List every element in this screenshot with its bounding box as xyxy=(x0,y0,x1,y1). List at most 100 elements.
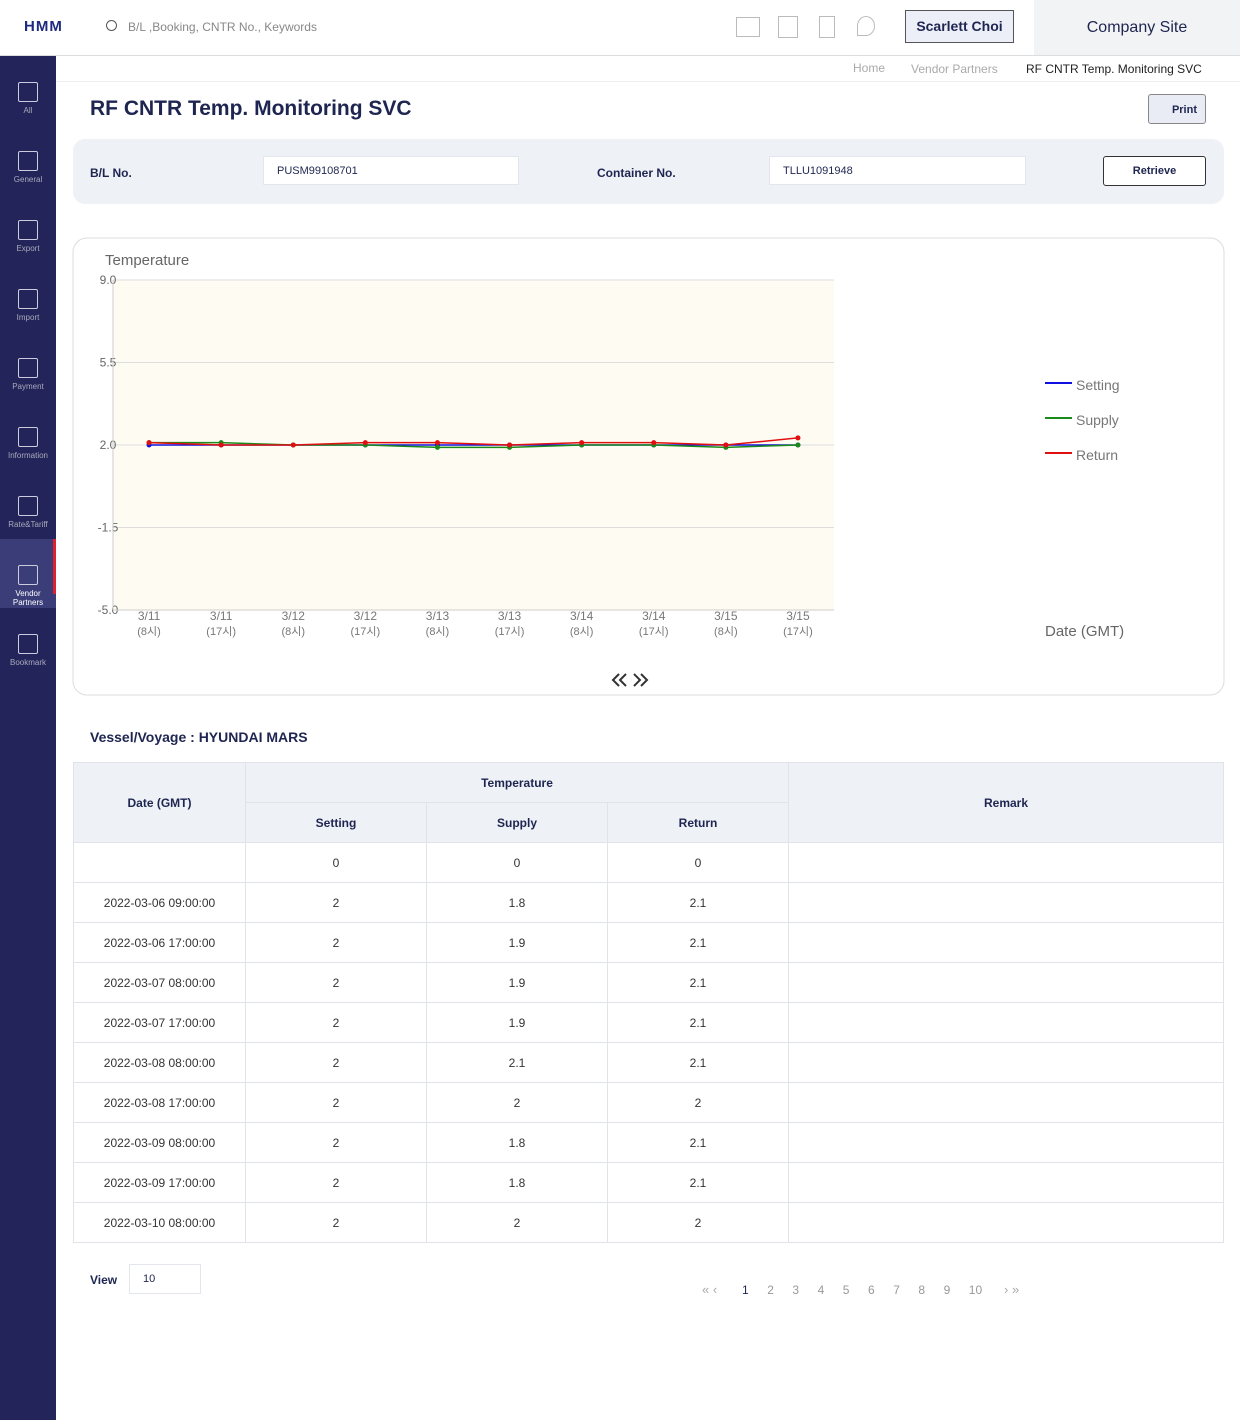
first-prev-icon[interactable]: « ‹ xyxy=(702,1282,718,1297)
table-cell xyxy=(788,1082,1224,1123)
page-number[interactable]: 4 xyxy=(817,1283,825,1297)
label: B/L No. xyxy=(90,166,132,180)
icon[interactable] xyxy=(736,17,760,37)
breadcrumb-item[interactable]: Home xyxy=(853,61,886,75)
nav-item[interactable]: Information xyxy=(0,401,56,470)
x-tick-label: 3/13 xyxy=(426,609,450,623)
data-point xyxy=(579,440,585,446)
next-last-icon[interactable]: › » xyxy=(1004,1282,1020,1297)
x-tick-label: (17시) xyxy=(639,626,669,638)
table-cell: 2 xyxy=(426,1202,608,1243)
x-tick-label: (17시) xyxy=(206,626,236,638)
x-tick-label: 3/14 xyxy=(570,609,594,623)
nav-label: Bookmark xyxy=(9,658,46,667)
table-cell: 2.1 xyxy=(607,962,789,1003)
table-row: 2022-03-08 17:00:00 2 2 2 xyxy=(73,1082,1224,1123)
table-cell: 2.1 xyxy=(426,1042,608,1083)
search-input[interactable]: B/L ,Booking, CNTR No., Keywords xyxy=(128,20,317,34)
nav-item[interactable]: Import xyxy=(0,263,56,332)
nav-item[interactable]: Bookmark xyxy=(0,608,56,677)
column-header: Date (GMT) xyxy=(73,762,246,843)
company-site[interactable]: Company Site xyxy=(1034,0,1240,55)
data-point xyxy=(290,442,296,448)
x-tick-label: (8시) xyxy=(570,626,594,638)
table-cell: 2022-03-08 08:00:00 xyxy=(73,1042,246,1083)
icon[interactable] xyxy=(819,16,835,38)
table-cell: 2 xyxy=(245,922,427,963)
icon[interactable] xyxy=(857,16,875,36)
table-cell: 1.8 xyxy=(426,882,608,923)
column-header: Temperature xyxy=(245,762,789,803)
data-point xyxy=(795,442,801,448)
table-cell: 2 xyxy=(245,962,427,1003)
nav-label: Vendor Partners xyxy=(12,589,44,607)
icon[interactable] xyxy=(778,16,798,38)
breadcrumb-item[interactable]: Vendor Partners xyxy=(911,62,998,76)
x-tick-label: 3/14 xyxy=(642,609,666,623)
page-number[interactable]: 8 xyxy=(918,1283,926,1297)
table-cell xyxy=(73,842,246,883)
page-number[interactable]: 7 xyxy=(893,1283,900,1297)
nav-item[interactable]: Payment xyxy=(0,332,56,401)
header: HMM B/L ,Booking, CNTR No., Keywords Sca… xyxy=(0,0,1240,56)
column-header: Supply xyxy=(426,802,608,843)
container-input[interactable]: TLLU1091948 xyxy=(769,156,1026,185)
table-row: 2022-03-09 17:00:00 2 1.8 2.1 xyxy=(73,1162,1224,1203)
column-header: Return xyxy=(607,802,789,843)
prev-icon[interactable] xyxy=(618,673,627,687)
page-number[interactable]: 3 xyxy=(792,1283,800,1297)
table-cell: 2.1 xyxy=(607,1122,789,1163)
data-point xyxy=(434,444,440,450)
nav-item[interactable]: Rate&Tariff xyxy=(0,470,56,539)
page-number[interactable]: 9 xyxy=(943,1283,951,1297)
page-number[interactable]: 10 xyxy=(968,1283,983,1297)
x-tick-label: (8시) xyxy=(137,626,161,638)
nav-item[interactable]: General xyxy=(0,125,56,194)
table-row: 2022-03-06 17:00:00 2 1.9 2.1 xyxy=(73,922,1224,963)
nav-item[interactable]: All xyxy=(0,56,56,125)
x-tick-label: (8시) xyxy=(281,626,305,638)
x-tick-label: 3/12 xyxy=(282,609,306,623)
chart: Temperature Date (GMT) -5.0-1.52.05.59.0… xyxy=(72,237,1225,696)
next-icon[interactable] xyxy=(640,673,649,687)
legend-label: Supply xyxy=(1076,412,1119,428)
table-cell: 2022-03-06 17:00:00 xyxy=(73,922,246,963)
table-cell: 2 xyxy=(245,1002,427,1043)
next-icon[interactable] xyxy=(633,673,642,687)
table-cell: 2 xyxy=(426,1082,608,1123)
table-cell xyxy=(788,922,1224,963)
table-cell: 2.1 xyxy=(607,1002,789,1043)
print-button[interactable]: Print xyxy=(1148,94,1206,124)
y-axis-label: Temperature xyxy=(105,252,189,269)
table-cell: 2 xyxy=(245,1082,427,1123)
y-tick-label: -1.5 xyxy=(98,521,119,535)
retrieve-button[interactable]: Retrieve xyxy=(1103,156,1206,186)
logo[interactable]: HMM xyxy=(24,18,63,35)
table-cell: 2 xyxy=(245,882,427,923)
page-number[interactable]: 5 xyxy=(842,1283,850,1297)
table-row: 2022-03-07 17:00:00 2 1.9 2.1 xyxy=(73,1002,1224,1043)
nav-icon xyxy=(18,427,38,447)
table-cell xyxy=(788,962,1224,1003)
table-cell: 2022-03-10 08:00:00 xyxy=(73,1202,246,1243)
page-number[interactable]: 1 xyxy=(742,1283,749,1297)
nav-icon xyxy=(18,220,38,240)
page-number[interactable]: 2 xyxy=(767,1283,774,1297)
nav-label: Export xyxy=(16,244,40,253)
page-number[interactable]: 6 xyxy=(868,1283,875,1297)
prev-icon[interactable] xyxy=(611,673,620,687)
view-label: View xyxy=(90,1273,118,1287)
x-tick-label: (17시) xyxy=(495,626,525,638)
user-button[interactable]: Scarlett Choi xyxy=(905,10,1014,43)
y-tick-label: 9.0 xyxy=(100,273,117,287)
bl-input[interactable]: PUSM99108701 xyxy=(263,156,519,185)
table-cell xyxy=(788,882,1224,923)
table-row: 2022-03-08 08:00:00 2 2.1 2.1 xyxy=(73,1042,1224,1083)
nav-item[interactable]: Vendor Partners xyxy=(0,539,56,608)
view-select[interactable]: 10 xyxy=(129,1264,201,1294)
table-cell: 2.1 xyxy=(607,1162,789,1203)
table-cell: 1.9 xyxy=(426,922,608,963)
nav-item[interactable]: Export xyxy=(0,194,56,263)
